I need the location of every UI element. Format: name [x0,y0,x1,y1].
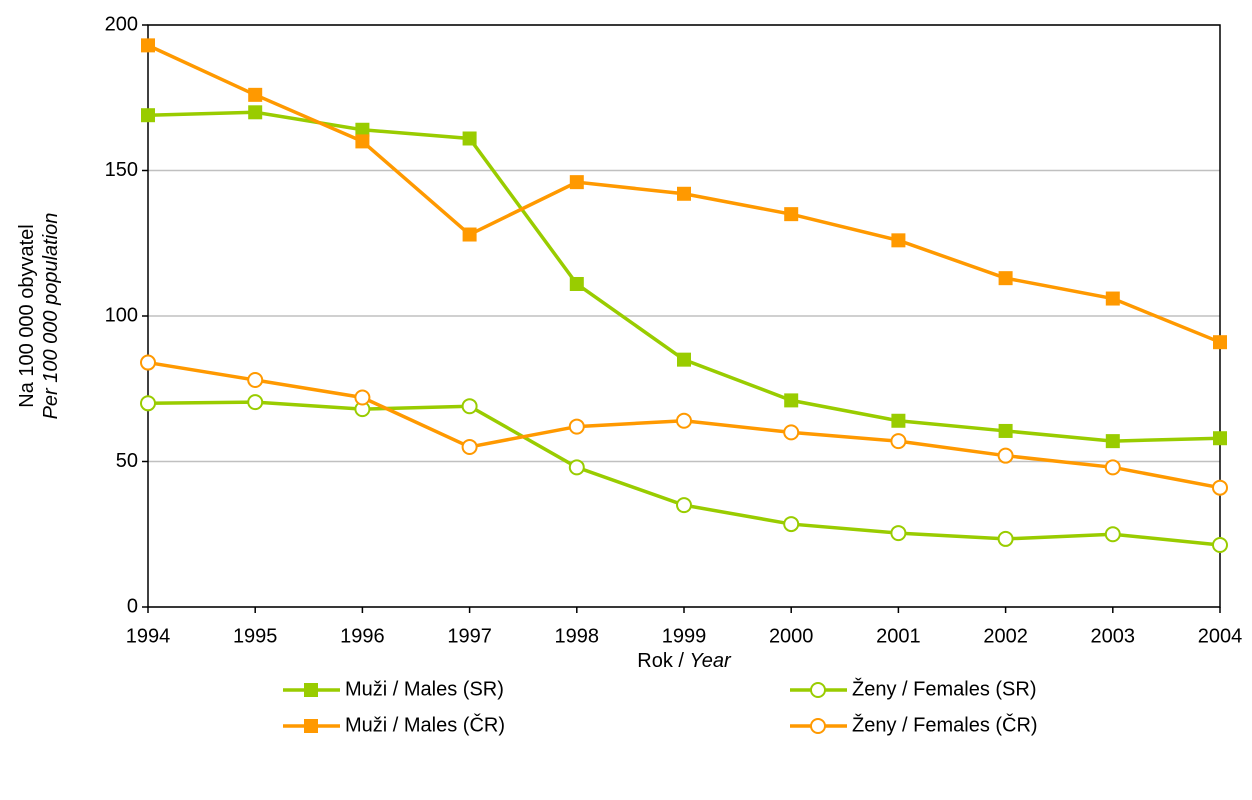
y-tick-label: 150 [105,159,138,181]
marker [784,207,799,222]
marker [783,424,800,441]
marker [1213,431,1227,446]
marker [783,516,800,533]
legend-label: Muži / Males (SR) [345,678,504,700]
marker [1105,434,1120,449]
marker [568,418,585,435]
marker [676,497,692,514]
marker [461,438,478,455]
legend-marker [810,718,826,734]
legend-marker [304,683,318,697]
y-axis-title: Na 100 000 obyvatel Per 100 000 populatio… [16,213,62,420]
marker [568,459,585,476]
marker [140,395,156,412]
marker [890,525,907,542]
marker [247,394,264,411]
legend-label: Ženy / Females (ČR) [852,713,1038,736]
marker [1104,459,1121,476]
marker [141,108,155,123]
y-title-line: Na 100 000 obyvatel [16,224,38,407]
x-tick-label: 2000 [769,625,814,647]
marker [569,175,584,190]
marker [462,227,477,242]
marker [1105,291,1120,306]
x-axis-title: Rok / Year [637,650,732,672]
y-tick-label: 50 [116,450,138,472]
legend-label: Muži / Males (ČR) [345,713,505,736]
y-tick-label: 200 [105,13,138,35]
x-tick-label: 2002 [983,625,1028,647]
x-tick-label: 1999 [662,625,707,647]
marker [248,87,263,102]
y-title-line: Per 100 000 population [40,213,62,420]
y-tick-label: 100 [105,304,138,326]
marker [677,352,691,367]
x-tick-label: 2001 [876,625,921,647]
marker [998,423,1013,438]
marker [891,233,906,248]
marker [997,530,1014,547]
x-title-part: Year [690,650,732,672]
legend-label: Ženy / Females (SR) [852,677,1036,700]
plot-frame [147,24,1221,608]
marker [461,398,478,415]
x-tick-label: 2004 [1198,625,1243,647]
marker [997,447,1014,464]
marker [355,122,370,137]
x-tick-label: 1996 [340,625,385,647]
marker [140,354,156,371]
marker [677,186,691,201]
marker [890,433,907,450]
marker [355,134,370,149]
marker [569,276,584,291]
marker [247,372,264,389]
x-tick-label: 2003 [1091,625,1136,647]
legend-marker [304,719,318,733]
x-tick-label: 1997 [447,625,492,647]
marker [1213,335,1227,350]
x-tick-label: 1995 [233,625,278,647]
x-tick-label: 1998 [555,625,600,647]
marker [891,413,906,428]
marker [998,271,1013,286]
marker [1212,537,1228,554]
legend-marker [810,682,826,698]
series-line [147,110,1221,443]
x-tick-label: 1994 [126,625,171,647]
marker [1104,526,1121,543]
marker [784,393,799,408]
x-title-part: Rok / [637,650,689,672]
y-tick-label: 0 [127,595,138,617]
marker [1212,479,1228,496]
marker [462,131,477,146]
marker [141,38,155,53]
marker [676,412,692,429]
marker [354,389,371,406]
marker [248,105,263,120]
